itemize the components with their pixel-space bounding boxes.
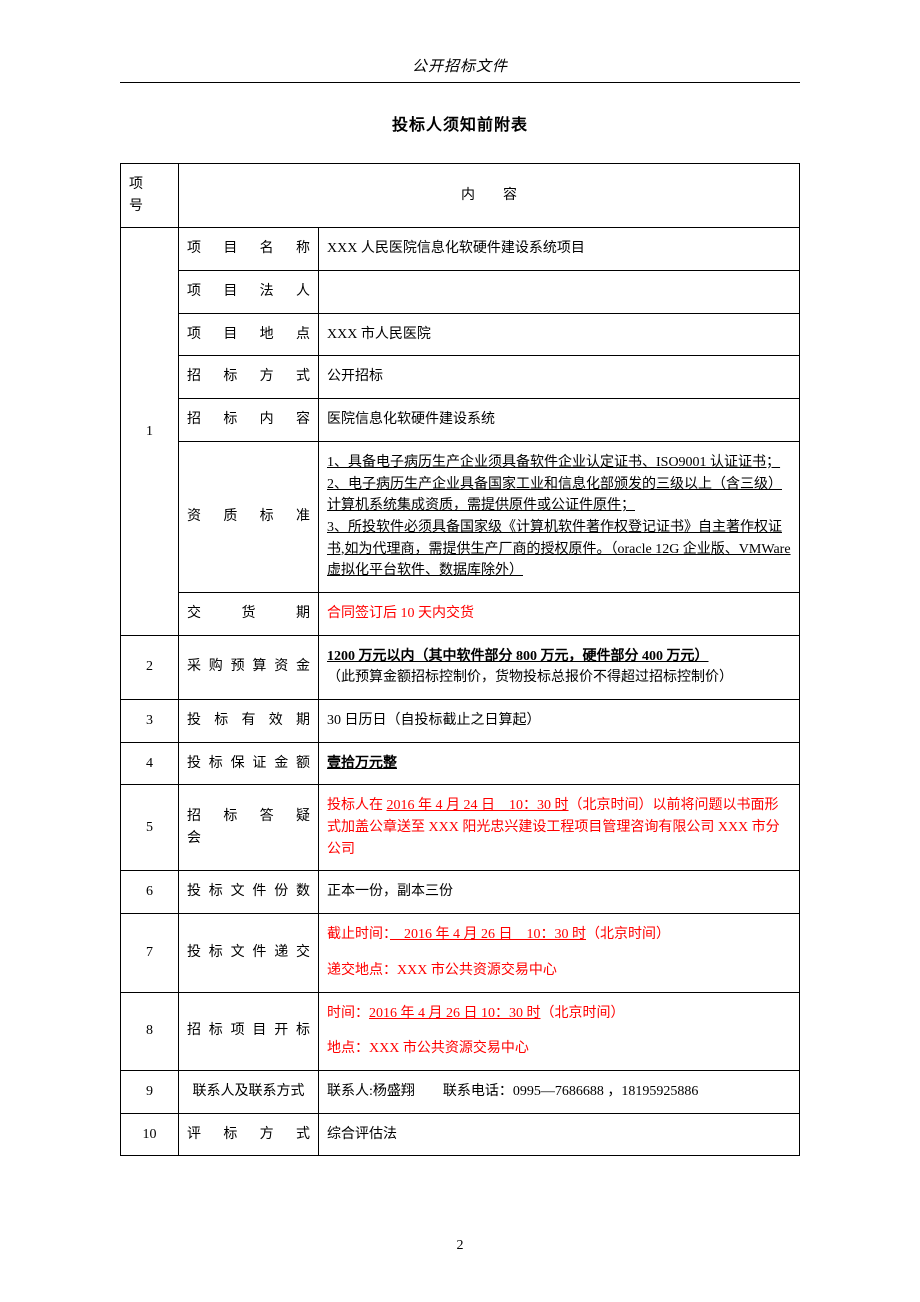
table-row: 交 货 期 合同签订后 10 天内交货 bbox=[121, 592, 800, 635]
notice-table: 项 号 内 容 1 项 目 名 称 XXX 人民医院信息化软硬件建设系统项目 项… bbox=[120, 163, 800, 1156]
item-number: 8 bbox=[121, 992, 179, 1070]
open-date: 2016 年 4 月 26 日 10：30 时 bbox=[369, 1006, 541, 1021]
field-label: 联系人及联系方式 bbox=[179, 1070, 319, 1113]
th-content: 内 容 bbox=[179, 164, 800, 228]
field-label: 投 标 文 件 份 数 bbox=[179, 871, 319, 914]
field-value: XXX 人民医院信息化软硬件建设系统项目 bbox=[319, 228, 800, 271]
field-value: 联系人:杨盛翔 联系电话：0995—7686688 ，18195925886 bbox=[319, 1070, 800, 1113]
qualification-line: 3、所投软件必须具备国家级《计算机软件著作权登记证书》自主著作权证书,如为代理商… bbox=[327, 520, 791, 578]
page-number: 2 bbox=[0, 1238, 920, 1254]
field-label: 评 标 方 式 bbox=[179, 1113, 319, 1156]
field-value: 壹拾万元整 bbox=[319, 742, 800, 785]
item-number: 3 bbox=[121, 700, 179, 743]
field-value: 截止时间： 2016 年 4 月 26 日 10：30 时（北京时间） 递交地点… bbox=[319, 914, 800, 992]
field-label: 投 标 文 件 递 交 bbox=[179, 914, 319, 992]
field-value: 投标人在 2016 年 4 月 24 日 10：30 时（北京时间）以前将问题以… bbox=[319, 785, 800, 871]
deadline-date: 2016 年 4 月 26 日 10：30 时 bbox=[390, 927, 586, 942]
table-row: 项 目 地 点 XXX 市人民医院 bbox=[121, 313, 800, 356]
field-label: 采 购 预 算 资 金 bbox=[179, 635, 319, 699]
field-label: 招 标 答 疑 会 bbox=[179, 785, 319, 871]
field-label: 交 货 期 bbox=[179, 592, 319, 635]
field-label: 项 目 名 称 bbox=[179, 228, 319, 271]
budget-note: （此预算金额招标控制价，货物投标总报价不得超过招标控制价） bbox=[327, 670, 733, 685]
item-number: 7 bbox=[121, 914, 179, 992]
submit-location: 递交地点：XXX 市公共资源交易中心 bbox=[327, 963, 557, 978]
field-label: 项 目 法 人 bbox=[179, 271, 319, 314]
field-value: 公开招标 bbox=[319, 356, 800, 399]
table-row: 2 采 购 预 算 资 金 1200 万元以内（其中软件部分 800 万元，硬件… bbox=[121, 635, 800, 699]
table-row: 9 联系人及联系方式 联系人:杨盛翔 联系电话：0995—7686688 ，18… bbox=[121, 1070, 800, 1113]
document-page: 公开招标文件 投标人须知前附表 项 号 内 容 1 项 目 名 称 XXX 人民… bbox=[0, 0, 920, 1302]
table-row: 8 招 标 项 目 开 标 时间：2016 年 4 月 26 日 10：30 时… bbox=[121, 992, 800, 1070]
field-label: 投 标 有 效 期 bbox=[179, 700, 319, 743]
table-row: 6 投 标 文 件 份 数 正本一份，副本三份 bbox=[121, 871, 800, 914]
qa-prefix: 投标人在 bbox=[327, 798, 387, 813]
field-label: 招 标 内 容 bbox=[179, 399, 319, 442]
table-row: 7 投 标 文 件 递 交 截止时间： 2016 年 4 月 26 日 10：3… bbox=[121, 914, 800, 992]
item-number: 4 bbox=[121, 742, 179, 785]
table-row: 4 投 标 保 证 金 额 壹拾万元整 bbox=[121, 742, 800, 785]
field-value bbox=[319, 271, 800, 314]
field-label: 投 标 保 证 金 额 bbox=[179, 742, 319, 785]
qualification-line: 1、具备电子病历生产企业须具备软件企业认定证书、ISO9001 认证证书； bbox=[327, 455, 780, 470]
field-label: 项 目 地 点 bbox=[179, 313, 319, 356]
item-number: 10 bbox=[121, 1113, 179, 1156]
deposit-amount: 壹拾万元整 bbox=[327, 756, 397, 771]
field-value: 合同签订后 10 天内交货 bbox=[319, 592, 800, 635]
table-row: 5 招 标 答 疑 会 投标人在 2016 年 4 月 24 日 10：30 时… bbox=[121, 785, 800, 871]
field-label: 招 标 项 目 开 标 bbox=[179, 992, 319, 1070]
table-row: 3 投 标 有 效 期 30 日历日（自投标截止之日算起） bbox=[121, 700, 800, 743]
field-value: XXX 市人民医院 bbox=[319, 313, 800, 356]
budget-main: 1200 万元以内（其中软件部分 800 万元，硬件部分 400 万元） bbox=[327, 649, 709, 664]
page-header: 公开招标文件 bbox=[120, 55, 800, 83]
table-row: 招 标 内 容 医院信息化软硬件建设系统 bbox=[121, 399, 800, 442]
item-number: 9 bbox=[121, 1070, 179, 1113]
item-number: 6 bbox=[121, 871, 179, 914]
deadline-prefix: 截止时间： bbox=[327, 927, 390, 942]
field-value: 时间：2016 年 4 月 26 日 10：30 时（北京时间） 地点：XXX … bbox=[319, 992, 800, 1070]
table-row: 招 标 方 式 公开招标 bbox=[121, 356, 800, 399]
table-header-row: 项 号 内 容 bbox=[121, 164, 800, 228]
table-row: 资 质 标 准 1、具备电子病历生产企业须具备软件企业认定证书、ISO9001 … bbox=[121, 441, 800, 592]
th-item-number: 项 号 bbox=[121, 164, 179, 228]
field-value: 1、具备电子病历生产企业须具备软件企业认定证书、ISO9001 认证证书； 2、… bbox=[319, 441, 800, 592]
field-value: 30 日历日（自投标截止之日算起） bbox=[319, 700, 800, 743]
qa-date: 2016 年 4 月 24 日 10：30 时 bbox=[387, 798, 569, 813]
table-row: 1 项 目 名 称 XXX 人民医院信息化软硬件建设系统项目 bbox=[121, 228, 800, 271]
table-row: 项 目 法 人 bbox=[121, 271, 800, 314]
open-prefix: 时间： bbox=[327, 1006, 369, 1021]
field-label: 招 标 方 式 bbox=[179, 356, 319, 399]
item-number: 1 bbox=[121, 228, 179, 635]
open-suffix: （北京时间） bbox=[541, 1006, 625, 1021]
item-number: 5 bbox=[121, 785, 179, 871]
table-row: 10 评 标 方 式 综合评估法 bbox=[121, 1113, 800, 1156]
qualification-line: 2、电子病历生产企业具备国家工业和信息化部颁发的三级以上（含三级）计算机系统集成… bbox=[327, 477, 782, 514]
item-number: 2 bbox=[121, 635, 179, 699]
field-value: 医院信息化软硬件建设系统 bbox=[319, 399, 800, 442]
page-title: 投标人须知前附表 bbox=[120, 111, 800, 135]
field-value: 综合评估法 bbox=[319, 1113, 800, 1156]
field-value: 1200 万元以内（其中软件部分 800 万元，硬件部分 400 万元） （此预… bbox=[319, 635, 800, 699]
field-label: 资 质 标 准 bbox=[179, 441, 319, 592]
field-value: 正本一份，副本三份 bbox=[319, 871, 800, 914]
deadline-suffix: （北京时间） bbox=[586, 927, 670, 942]
open-location: 地点：XXX 市公共资源交易中心 bbox=[327, 1041, 529, 1056]
